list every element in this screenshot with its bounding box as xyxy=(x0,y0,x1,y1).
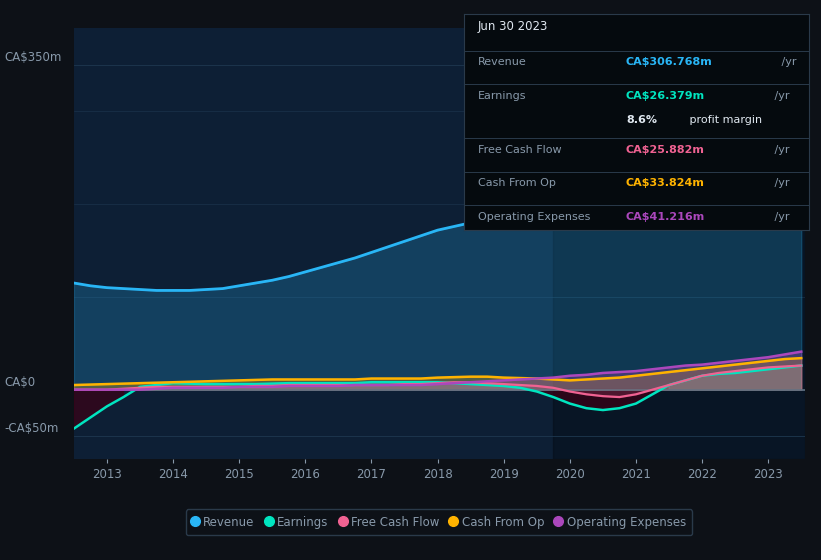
Text: /yr: /yr xyxy=(771,144,789,155)
Text: 8.6%: 8.6% xyxy=(626,115,657,124)
Text: profit margin: profit margin xyxy=(686,115,763,124)
Text: CA$26.379m: CA$26.379m xyxy=(626,91,705,101)
Text: -CA$50m: -CA$50m xyxy=(4,422,58,435)
Text: Jun 30 2023: Jun 30 2023 xyxy=(478,21,548,34)
Text: CA$41.216m: CA$41.216m xyxy=(626,212,705,222)
Text: /yr: /yr xyxy=(771,178,789,188)
Text: /yr: /yr xyxy=(771,212,789,222)
Text: CA$25.882m: CA$25.882m xyxy=(626,144,704,155)
Text: CA$33.824m: CA$33.824m xyxy=(626,178,704,188)
Text: /yr: /yr xyxy=(771,91,789,101)
Text: Operating Expenses: Operating Expenses xyxy=(478,212,590,222)
Text: Free Cash Flow: Free Cash Flow xyxy=(478,144,562,155)
Text: Earnings: Earnings xyxy=(478,91,526,101)
Bar xyxy=(553,28,805,459)
Legend: Revenue, Earnings, Free Cash Flow, Cash From Op, Operating Expenses: Revenue, Earnings, Free Cash Flow, Cash … xyxy=(186,509,692,535)
Text: CA$0: CA$0 xyxy=(4,376,35,389)
Text: CA$350m: CA$350m xyxy=(4,51,62,64)
Text: /yr: /yr xyxy=(777,57,796,67)
Text: CA$306.768m: CA$306.768m xyxy=(626,57,713,67)
Text: Revenue: Revenue xyxy=(478,57,526,67)
Text: Cash From Op: Cash From Op xyxy=(478,178,556,188)
